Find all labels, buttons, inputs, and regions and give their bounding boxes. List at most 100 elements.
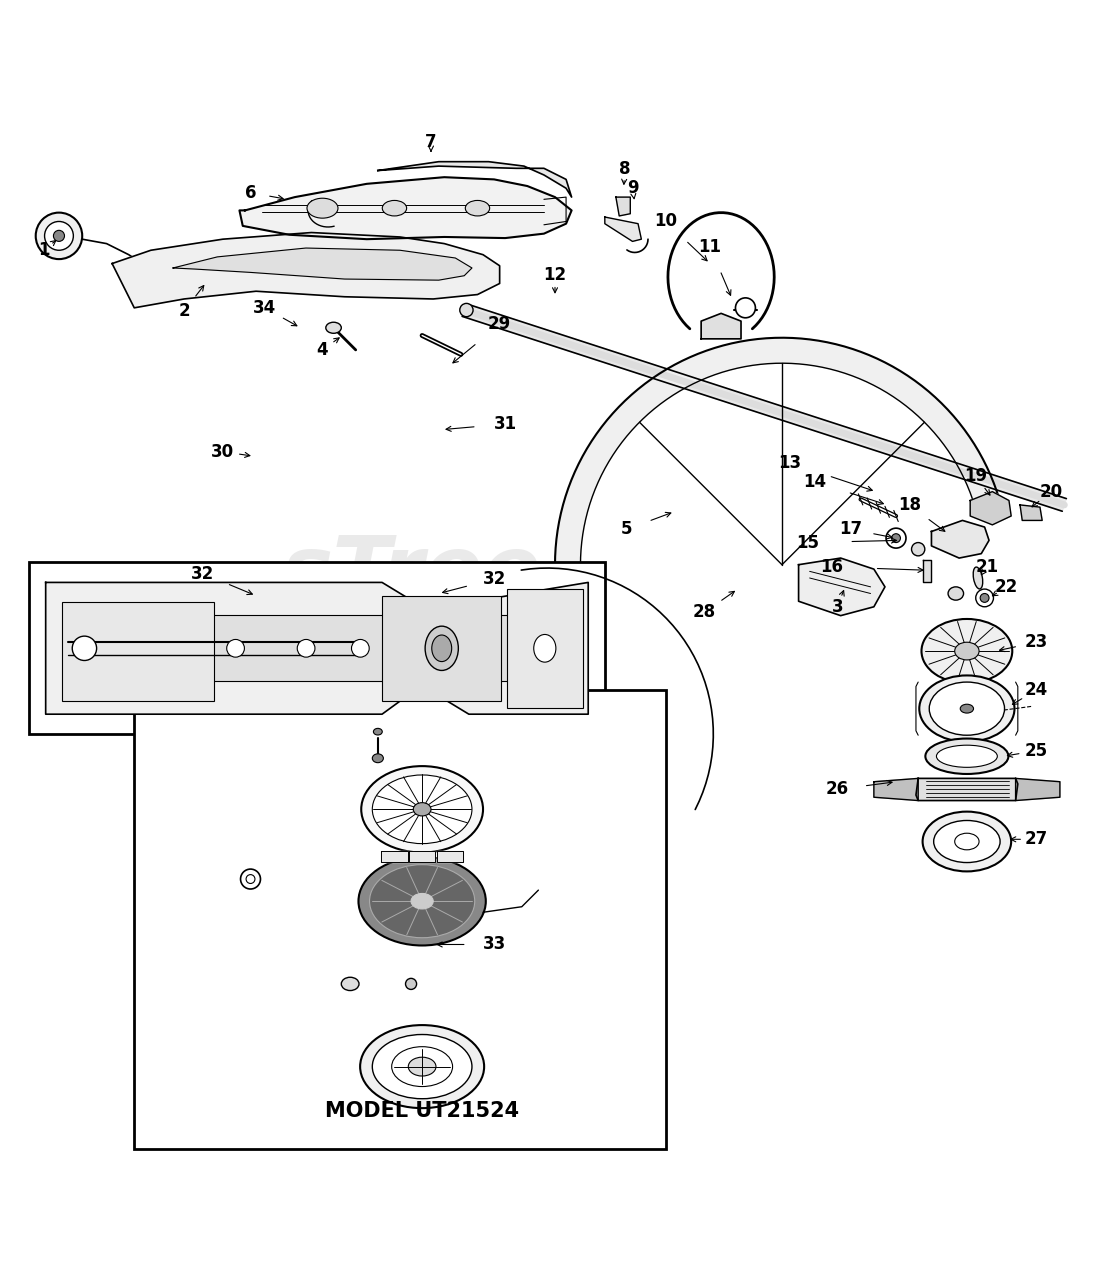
Polygon shape [970,492,1011,525]
Polygon shape [462,303,1067,511]
Ellipse shape [973,567,982,589]
Ellipse shape [373,728,382,735]
Ellipse shape [405,978,416,989]
Ellipse shape [359,856,486,946]
Ellipse shape [408,1057,436,1076]
Text: 30: 30 [211,443,234,461]
Ellipse shape [432,635,452,662]
Text: 25: 25 [1025,741,1048,760]
Text: 2: 2 [179,302,190,320]
Ellipse shape [955,643,979,660]
Bar [134,690,666,1149]
Ellipse shape [44,221,73,251]
Polygon shape [798,558,885,616]
Polygon shape [377,161,572,197]
Text: 7: 7 [425,133,437,151]
Ellipse shape [413,803,431,815]
Bar [62,602,214,701]
Text: 16: 16 [820,558,844,576]
Ellipse shape [246,874,255,883]
Polygon shape [702,314,741,339]
Text: 15: 15 [796,534,819,552]
Ellipse shape [886,529,906,548]
Text: 5: 5 [622,520,633,539]
Text: 13: 13 [778,454,801,472]
Polygon shape [46,582,588,714]
Ellipse shape [948,586,963,600]
Polygon shape [408,851,435,863]
Text: 32: 32 [191,564,214,582]
Ellipse shape [937,745,998,767]
Text: TM: TM [490,572,509,586]
Bar [29,562,605,735]
Ellipse shape [370,865,475,938]
Ellipse shape [341,977,359,991]
Text: 22: 22 [996,577,1018,596]
Ellipse shape [911,543,925,556]
Text: 10: 10 [654,212,677,230]
Ellipse shape [955,833,979,850]
Text: 4: 4 [316,340,329,358]
Polygon shape [112,233,500,307]
Polygon shape [916,778,1018,800]
Ellipse shape [307,198,337,218]
Ellipse shape [411,893,433,909]
Text: 34: 34 [253,298,276,317]
Polygon shape [1016,778,1060,800]
Text: 8: 8 [619,160,630,178]
Ellipse shape [72,636,97,660]
Ellipse shape [36,212,82,259]
Polygon shape [173,248,472,280]
Ellipse shape [960,704,973,713]
Text: 32: 32 [483,570,506,588]
Bar [507,589,583,708]
Text: 31: 31 [494,415,517,433]
Polygon shape [381,851,407,863]
Text: 33: 33 [483,936,506,954]
Text: 24: 24 [1025,681,1048,699]
Ellipse shape [361,767,483,852]
Polygon shape [436,851,463,863]
Text: sTree: sTree [281,532,541,616]
Ellipse shape [326,323,341,333]
Text: 26: 26 [826,781,849,799]
Text: 19: 19 [965,467,987,485]
Text: 18: 18 [898,495,921,513]
Ellipse shape [372,754,383,763]
Text: MODEL UT21524: MODEL UT21524 [325,1101,519,1120]
Ellipse shape [926,739,1008,774]
Text: 20: 20 [1039,483,1062,500]
Ellipse shape [921,620,1012,684]
Text: 29: 29 [488,315,512,334]
Ellipse shape [241,869,261,890]
Polygon shape [874,778,918,800]
Ellipse shape [465,201,490,216]
Polygon shape [240,177,572,239]
Ellipse shape [534,635,556,662]
Polygon shape [922,561,931,582]
Polygon shape [1020,504,1042,521]
Text: 12: 12 [544,266,566,284]
Ellipse shape [922,812,1011,872]
Ellipse shape [372,774,472,844]
Text: 27: 27 [1025,831,1048,849]
Ellipse shape [425,626,458,671]
Text: 1: 1 [38,241,49,260]
Ellipse shape [53,230,64,242]
Polygon shape [616,197,630,216]
Ellipse shape [460,303,473,316]
Ellipse shape [360,1025,484,1108]
Text: 3: 3 [831,598,844,616]
Text: 6: 6 [245,184,256,202]
Text: 17: 17 [839,520,862,539]
Ellipse shape [372,1034,472,1098]
Ellipse shape [891,534,900,543]
Ellipse shape [934,820,1000,863]
Text: 11: 11 [698,238,722,256]
Polygon shape [931,521,989,558]
Ellipse shape [976,589,993,607]
Ellipse shape [392,1047,453,1087]
Ellipse shape [382,201,406,216]
Polygon shape [605,218,642,242]
Polygon shape [555,338,1002,600]
